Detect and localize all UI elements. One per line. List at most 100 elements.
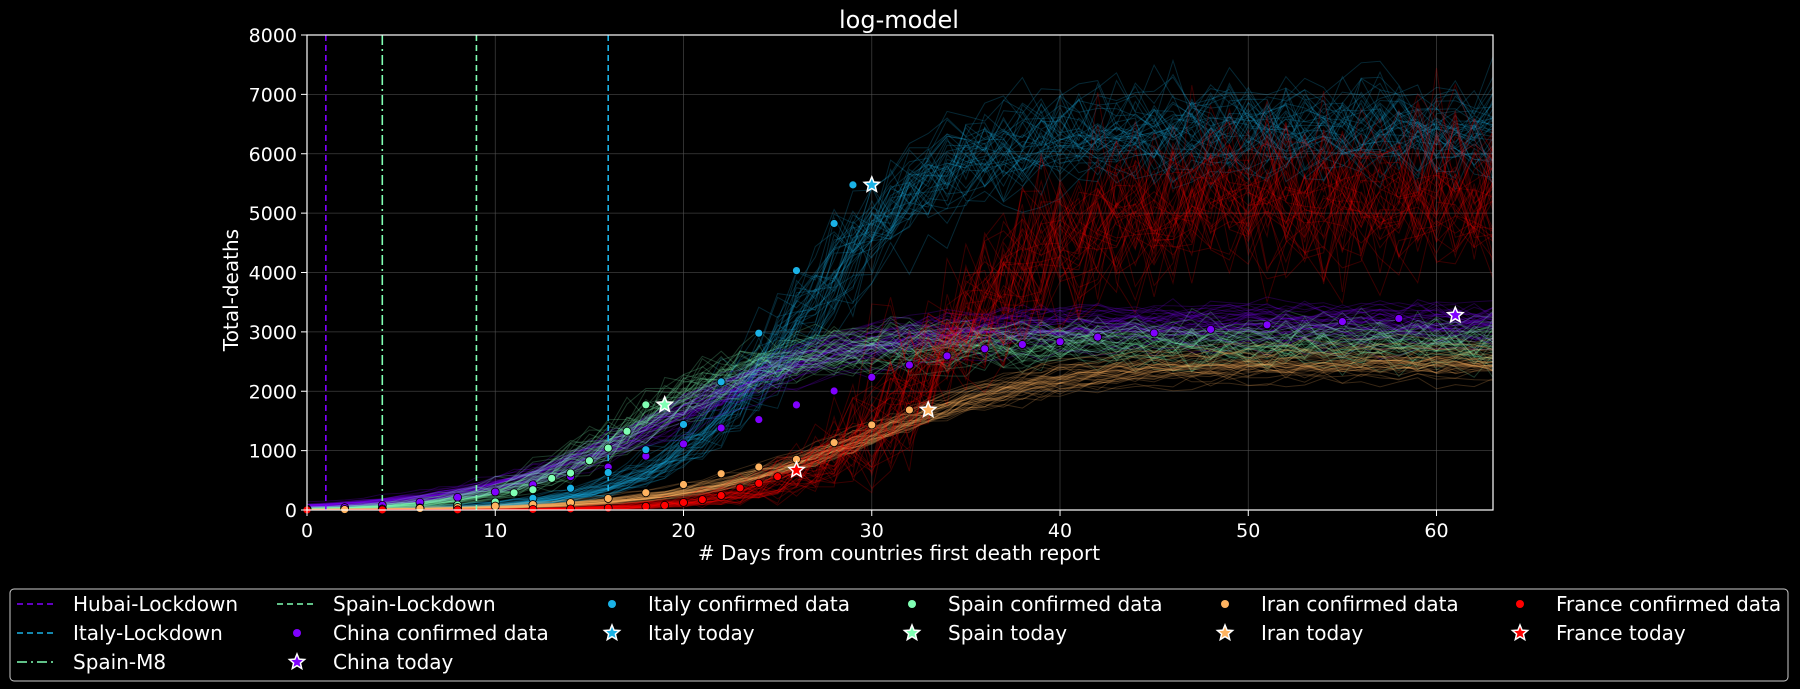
data-point	[716, 469, 726, 479]
chart-title: log-model	[839, 6, 959, 34]
simulation-curve	[307, 118, 1494, 511]
simulation-curve	[306, 342, 1494, 510]
simulation-curve	[307, 109, 1494, 511]
simulation-curve	[307, 117, 1494, 511]
simulation-curve	[306, 117, 1494, 511]
simulation-curve	[306, 342, 1494, 511]
simulation-curve	[306, 323, 1494, 510]
simulation-curve	[306, 351, 1494, 511]
data-point	[566, 468, 575, 478]
simulation-band-spain	[306, 307, 1494, 510]
y-tick-label: 0	[285, 500, 297, 522]
legend-box	[9, 588, 1789, 682]
simulation-curve	[306, 319, 1494, 508]
data-point	[566, 483, 575, 493]
simulation-curve	[306, 56, 1494, 511]
simulation-band-italy	[306, 56, 1494, 511]
data-point	[566, 504, 575, 514]
simulation-curve	[306, 310, 1494, 503]
data-point	[848, 180, 858, 190]
legend-star-swatch	[602, 623, 622, 642]
simulation-curve	[306, 327, 1494, 510]
simulation-curve	[306, 357, 1494, 510]
simulation-curve	[307, 355, 1494, 510]
data-point	[980, 344, 990, 354]
data-point	[905, 405, 914, 415]
simulation-curve	[306, 338, 1494, 506]
simulation-curve	[307, 94, 1494, 511]
simulation-curve	[306, 322, 1494, 506]
simulation-curve	[306, 89, 1494, 511]
data-point	[1149, 328, 1159, 338]
legend-label: Hubai-Lockdown	[73, 592, 238, 616]
simulation-curve	[306, 319, 1494, 508]
data-point	[490, 501, 500, 511]
simulation-curve	[306, 360, 1494, 510]
simulation-curve	[306, 106, 1494, 511]
data-point	[773, 472, 783, 482]
data-point	[1394, 314, 1404, 323]
simulation-curve	[306, 110, 1494, 511]
simulation-curve	[307, 127, 1494, 511]
y-tick-label: 5000	[249, 203, 297, 225]
legend-item: Hubai-Lockdown	[17, 592, 238, 616]
simulation-curve	[306, 318, 1494, 510]
simulation-curve	[306, 365, 1494, 511]
legend-star-swatch	[1215, 623, 1235, 642]
data-point	[641, 488, 651, 498]
legend-label: Italy confirmed data	[648, 592, 850, 616]
simulation-curve	[306, 361, 1494, 511]
legend-item: Spain today	[902, 621, 1067, 645]
simulation-curve	[306, 340, 1494, 510]
data-point	[641, 400, 651, 410]
simulation-curve	[306, 84, 1494, 511]
simulation-curve	[306, 321, 1494, 510]
simulation-curve	[307, 93, 1494, 511]
simulation-curve	[306, 313, 1494, 507]
data-point	[829, 438, 839, 448]
simulation-curve	[306, 311, 1494, 506]
data-point	[603, 468, 613, 477]
simulation-curve	[306, 360, 1494, 510]
simulation-curve	[306, 103, 1494, 511]
data-point	[829, 219, 839, 228]
simulation-curve	[306, 84, 1494, 510]
data-point	[1093, 332, 1103, 342]
data-point	[415, 504, 425, 513]
simulation-curve	[306, 355, 1494, 510]
data-point	[622, 426, 632, 436]
simulation-curve	[307, 339, 1494, 511]
legend-item: China confirmed data	[293, 621, 549, 645]
simulation-curve	[307, 355, 1494, 511]
data-point	[603, 443, 613, 453]
simulation-curve	[307, 335, 1494, 510]
simulation-curve	[306, 91, 1494, 511]
simulation-curve	[306, 330, 1494, 506]
x-tick-label: 0	[301, 520, 313, 542]
simulation-curve	[306, 333, 1494, 509]
legend-dot-swatch	[293, 629, 301, 637]
simulation-curve	[306, 97, 1494, 510]
data-point	[867, 420, 877, 430]
simulation-curve	[307, 147, 1494, 511]
data-point	[679, 498, 688, 507]
simulation-curve	[306, 300, 1494, 506]
simulation-curve	[307, 357, 1494, 511]
simulation-curve	[306, 303, 1494, 508]
simulation-curve	[306, 363, 1494, 510]
y-tick-label: 8000	[249, 25, 297, 47]
data-point	[867, 372, 877, 382]
simulation-curve	[306, 83, 1494, 511]
simulation-curve	[307, 364, 1494, 511]
simulation-curve	[306, 92, 1494, 511]
simulation-curve	[306, 319, 1494, 505]
legend-label: Italy today	[648, 621, 755, 645]
simulation-curve	[306, 346, 1494, 511]
simulation-curve	[306, 132, 1494, 511]
today-star-iran	[918, 400, 938, 418]
simulation-curve	[306, 120, 1494, 511]
simulation-curve	[306, 88, 1494, 511]
simulation-curve	[307, 77, 1494, 511]
data-point	[716, 423, 726, 433]
